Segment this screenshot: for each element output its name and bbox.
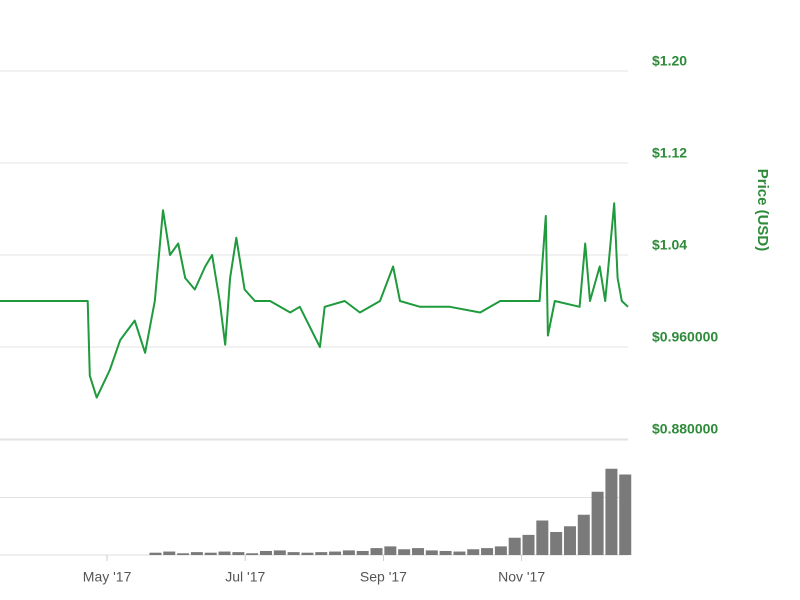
volume-bar [522,534,535,555]
y-tick-label: $0.880000 [652,421,718,437]
volume-bar [301,552,314,555]
volume-bar [287,552,300,555]
volume-bar [232,552,245,555]
volume-bar [563,526,576,555]
volume-bar [356,550,369,555]
volume-bar [481,548,494,555]
volume-bar [398,549,411,555]
volume-bar [163,551,176,555]
y-tick-label: $1.12 [652,145,687,161]
volume-bar [370,548,383,555]
y-tick-label: $1.04 [652,237,687,253]
volume-bar [439,550,452,555]
volume-bar [329,551,342,555]
volume-bar [246,553,259,555]
x-tick-label: Nov '17 [498,569,545,585]
price-line [0,202,629,399]
volume-bar [605,468,618,555]
volume-bar [218,551,231,555]
volume-bar [411,548,424,555]
volume-bar [315,552,328,555]
volume-bar [550,532,563,555]
volume-bar [273,550,286,555]
volume-bar [453,551,466,555]
volume-bar [536,520,549,555]
volume-bar [494,546,507,555]
volume-bar [508,537,521,555]
y-axis-title: Price (USD) [754,169,771,252]
x-tick-label: May '17 [83,569,132,585]
volume-bar [467,549,480,555]
volume-bar [259,550,272,555]
volume-bar [149,552,162,555]
volume-bar [384,546,397,555]
volume-bar [619,474,632,555]
volume-bar [204,552,217,555]
volume-bar [425,550,438,555]
x-tick-label: Jul '17 [225,569,265,585]
volume-bar [177,553,190,555]
volume-bar [577,514,590,555]
y-tick-label: $1.20 [652,53,687,69]
y-tick-label: $0.960000 [652,329,718,345]
volume-bar [342,550,355,555]
volume-bar [190,552,203,555]
volume-bar [591,491,604,555]
x-tick-label: Sep '17 [360,569,407,585]
